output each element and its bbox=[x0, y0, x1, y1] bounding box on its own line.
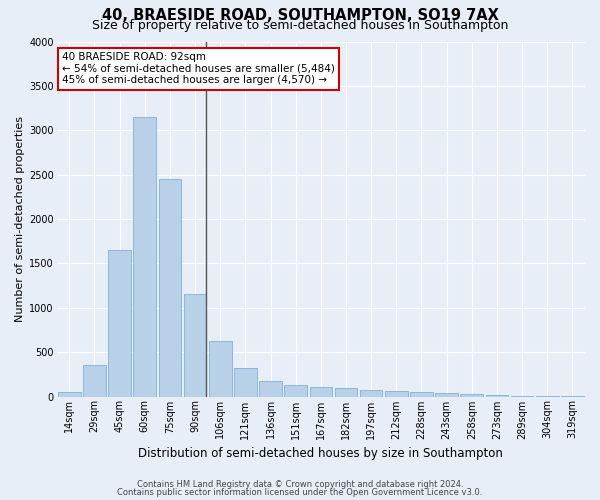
Bar bbox=[335, 388, 358, 396]
Text: 40 BRAESIDE ROAD: 92sqm
← 54% of semi-detached houses are smaller (5,484)
45% of: 40 BRAESIDE ROAD: 92sqm ← 54% of semi-de… bbox=[62, 52, 335, 86]
Bar bbox=[436, 392, 458, 396]
Bar bbox=[158, 179, 181, 396]
Bar bbox=[360, 390, 382, 396]
Bar bbox=[310, 387, 332, 396]
Bar bbox=[259, 380, 282, 396]
Bar bbox=[385, 390, 407, 396]
Bar bbox=[83, 366, 106, 396]
Bar bbox=[284, 385, 307, 396]
Text: Contains HM Land Registry data © Crown copyright and database right 2024.: Contains HM Land Registry data © Crown c… bbox=[137, 480, 463, 489]
Bar bbox=[58, 392, 80, 396]
Text: Contains public sector information licensed under the Open Government Licence v3: Contains public sector information licen… bbox=[118, 488, 482, 497]
Text: Size of property relative to semi-detached houses in Southampton: Size of property relative to semi-detach… bbox=[92, 19, 508, 32]
Text: 40, BRAESIDE ROAD, SOUTHAMPTON, SO19 7AX: 40, BRAESIDE ROAD, SOUTHAMPTON, SO19 7AX bbox=[101, 8, 499, 22]
Bar bbox=[485, 395, 508, 396]
X-axis label: Distribution of semi-detached houses by size in Southampton: Distribution of semi-detached houses by … bbox=[139, 447, 503, 460]
Y-axis label: Number of semi-detached properties: Number of semi-detached properties bbox=[15, 116, 25, 322]
Bar bbox=[234, 368, 257, 396]
Bar bbox=[108, 250, 131, 396]
Bar bbox=[209, 342, 232, 396]
Bar bbox=[460, 394, 483, 396]
Bar bbox=[133, 117, 156, 396]
Bar bbox=[410, 392, 433, 396]
Bar bbox=[184, 294, 206, 396]
